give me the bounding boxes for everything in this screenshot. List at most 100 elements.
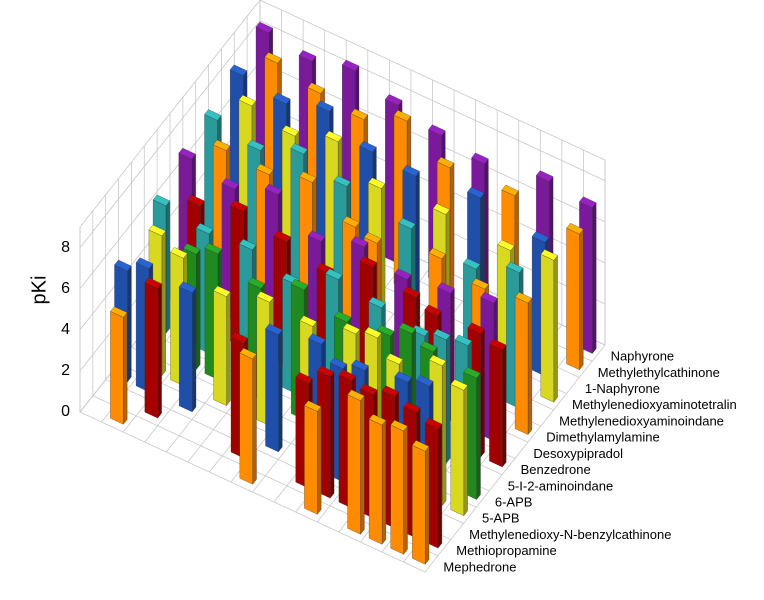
- bar-top: [334, 311, 352, 323]
- bar-side: [553, 255, 558, 403]
- bar-top: [273, 92, 291, 105]
- bar-top: [393, 110, 412, 122]
- bar-top: [333, 175, 351, 187]
- bar-top: [239, 238, 257, 251]
- z-tick-label: 6: [61, 280, 70, 297]
- bar-top: [265, 323, 283, 335]
- bar-top: [178, 281, 197, 293]
- legend-label: Mephedrone: [443, 559, 516, 574]
- bar-side: [330, 371, 335, 499]
- legend-label: Methylenedioxyaminotetralin: [572, 397, 737, 412]
- bar-front: [514, 296, 529, 435]
- bar: [566, 223, 584, 371]
- bar-side: [592, 202, 597, 354]
- bar-top: [204, 243, 222, 255]
- bar: [265, 323, 283, 453]
- bar-side: [252, 353, 257, 485]
- bar-top: [416, 375, 434, 387]
- bar-top: [324, 130, 343, 142]
- bar-top: [402, 286, 421, 298]
- z-tick-label: 4: [61, 321, 70, 338]
- bar-top: [255, 21, 274, 34]
- bar: [239, 347, 257, 485]
- bar-top: [471, 278, 490, 290]
- bar-front: [368, 418, 383, 545]
- legend-label: Naphyrone: [611, 349, 675, 364]
- bar-front: [540, 254, 554, 403]
- legend-label: Dimethylamylamine: [546, 430, 659, 445]
- bar: [178, 281, 197, 413]
- bar-top: [239, 347, 257, 360]
- bar-top: [429, 354, 447, 367]
- bar-top: [497, 239, 515, 251]
- bar-top: [566, 223, 584, 235]
- bar-side: [278, 329, 283, 453]
- bar-top: [256, 163, 274, 175]
- bar-top: [273, 230, 291, 242]
- bar-side: [484, 158, 489, 304]
- bar-front: [144, 282, 158, 419]
- bar-top: [432, 203, 451, 215]
- bar-side: [446, 334, 451, 464]
- floor-grid-line: [79, 411, 426, 573]
- bar-top: [368, 177, 386, 189]
- bar-top: [264, 183, 283, 196]
- bar-top: [463, 258, 481, 270]
- bar-side: [502, 344, 507, 468]
- bar-top: [247, 139, 265, 151]
- bar-side: [403, 425, 408, 555]
- legend-label: Benzedrone: [521, 462, 591, 477]
- bar-top: [368, 414, 387, 426]
- bar-top: [295, 372, 313, 384]
- bar-top: [204, 109, 222, 121]
- bar-top: [436, 156, 455, 169]
- bar-top: [308, 333, 326, 345]
- bar-top: [114, 259, 132, 272]
- bar-top: [501, 184, 519, 197]
- bar-front: [450, 384, 464, 516]
- bar-top: [325, 268, 343, 280]
- bar-top: [363, 232, 382, 244]
- bar-side: [192, 287, 197, 413]
- bar-top: [368, 296, 386, 309]
- bar-top: [290, 143, 308, 155]
- bar: [213, 285, 231, 407]
- bar-side: [196, 249, 201, 370]
- bar: [368, 414, 387, 545]
- bar-top: [307, 82, 325, 94]
- bar-top: [531, 231, 550, 243]
- legend-label: Methylenedioxy-N-benzylcathinone: [469, 527, 671, 542]
- legend-label: Methylenedioxyaminoindane: [559, 413, 724, 428]
- bar-top: [229, 64, 248, 76]
- bar-side: [317, 406, 322, 515]
- bar-side: [579, 228, 584, 371]
- bar-top: [135, 257, 154, 269]
- bar-side: [437, 423, 443, 549]
- bar-top: [110, 306, 128, 318]
- bar-top: [536, 170, 554, 182]
- bar-top: [514, 292, 533, 304]
- bar-top: [178, 147, 196, 160]
- bar: [412, 440, 430, 565]
- bar-top: [579, 196, 597, 208]
- bar-top: [183, 243, 201, 255]
- bar-side: [123, 312, 128, 425]
- bar-side: [442, 360, 447, 507]
- bar-side: [480, 328, 485, 458]
- bar-top: [307, 230, 326, 242]
- bar-side: [161, 230, 166, 377]
- bar-front: [347, 394, 361, 535]
- bar-top: [398, 322, 417, 334]
- bar-top: [359, 256, 378, 268]
- z-axis-label: pKi: [28, 276, 50, 305]
- bar-top: [281, 125, 300, 137]
- bar-top: [316, 100, 334, 112]
- bar-top: [480, 292, 498, 304]
- bar: [304, 400, 322, 515]
- bar-top: [342, 216, 360, 228]
- bar: [450, 379, 468, 517]
- bar-front: [304, 405, 318, 515]
- bar-top: [290, 278, 309, 291]
- z-tick-label: 0: [61, 403, 70, 420]
- bar-top: [454, 334, 473, 346]
